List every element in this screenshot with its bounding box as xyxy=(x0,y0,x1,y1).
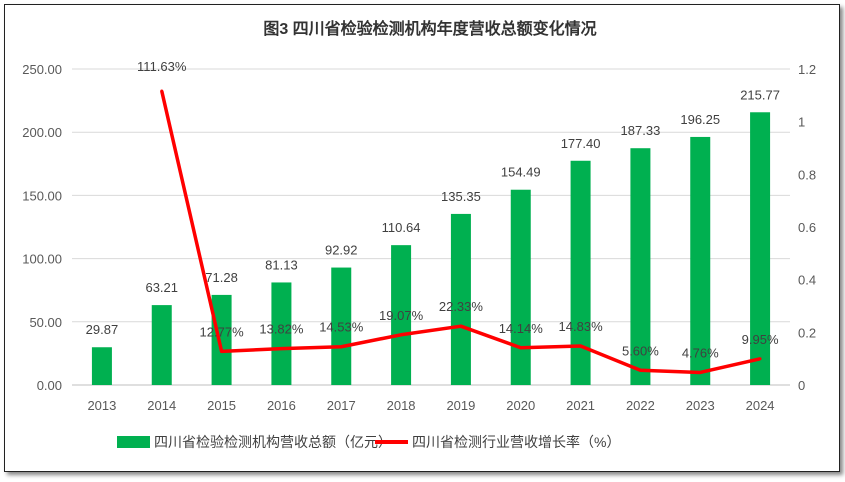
line-point xyxy=(579,344,583,348)
left-tick-label: 150.00 xyxy=(22,188,62,203)
bar-data-label: 29.87 xyxy=(86,322,119,337)
x-tick-label: 2013 xyxy=(87,398,116,413)
bar-data-label: 92.92 xyxy=(325,243,358,258)
right-tick-label: 0.2 xyxy=(798,325,816,340)
bar-data-label: 154.49 xyxy=(501,165,541,180)
bar xyxy=(690,136,711,385)
x-tick-label: 2016 xyxy=(267,398,296,413)
line-point xyxy=(399,333,403,337)
x-tick-label: 2021 xyxy=(566,398,595,413)
right-tick-label: 1.2 xyxy=(798,62,816,77)
line-data-label: 14.14% xyxy=(499,321,544,336)
x-tick-label: 2020 xyxy=(506,398,535,413)
left-tick-label: 250.00 xyxy=(22,62,62,77)
bar xyxy=(510,189,531,385)
line-data-label: 5.60% xyxy=(622,343,659,358)
line-data-label: 14.83% xyxy=(559,319,604,334)
legend-bar-label: 四川省检验检测机构营收总额（亿元） xyxy=(154,434,392,450)
bar xyxy=(211,294,232,385)
line-point xyxy=(638,368,642,372)
bar xyxy=(151,305,172,385)
line-data-label: 22.33% xyxy=(439,299,484,314)
bar xyxy=(570,160,591,385)
bar xyxy=(331,267,352,385)
bar xyxy=(750,112,771,385)
right-tick-label: 0.6 xyxy=(798,220,816,235)
x-tick-label: 2014 xyxy=(147,398,176,413)
x-tick-label: 2024 xyxy=(746,398,775,413)
line-data-label: 4.76% xyxy=(682,345,719,360)
x-tick-label: 2019 xyxy=(446,398,475,413)
left-tick-label: 0.00 xyxy=(37,378,62,393)
bar-data-label: 177.40 xyxy=(561,136,601,151)
line-data-label: 12.77% xyxy=(200,324,245,339)
line-point xyxy=(160,89,164,93)
x-tick-label: 2018 xyxy=(387,398,416,413)
right-tick-label: 0.8 xyxy=(798,167,816,182)
line-point xyxy=(220,349,224,353)
bar xyxy=(391,245,412,385)
bar xyxy=(271,282,292,385)
line-point xyxy=(279,347,283,351)
left-tick-label: 50.00 xyxy=(29,315,62,330)
right-tick-label: 0 xyxy=(798,378,805,393)
bar-data-label: 81.13 xyxy=(265,257,298,272)
line-point xyxy=(459,324,463,328)
line-data-label: 111.63% xyxy=(137,59,187,74)
bar-data-label: 187.33 xyxy=(621,123,661,138)
line-data-label: 9.95% xyxy=(742,332,779,347)
bar xyxy=(450,213,471,385)
bar-data-label: 63.21 xyxy=(145,280,178,295)
line-point xyxy=(758,357,762,361)
legend-line-label: 四川省检测行业营收增长率（%） xyxy=(412,434,620,450)
left-tick-label: 200.00 xyxy=(22,125,62,140)
line-point xyxy=(339,345,343,349)
chart-title: 图3 四川省检验检测机构年度营收总额变化情况 xyxy=(263,19,596,38)
line-point xyxy=(698,370,702,374)
x-tick-label: 2017 xyxy=(327,398,356,413)
x-tick-label: 2015 xyxy=(207,398,236,413)
bar xyxy=(630,148,651,385)
legend-bar-swatch xyxy=(117,436,150,448)
bar-data-label: 71.28 xyxy=(205,270,238,285)
line-data-label: 14.53% xyxy=(319,320,364,335)
x-tick-label: 2022 xyxy=(626,398,655,413)
bar xyxy=(91,347,112,385)
bar-data-label: 215.77 xyxy=(740,87,780,102)
line-point xyxy=(519,346,523,350)
bar-data-label: 110.64 xyxy=(382,220,421,235)
left-tick-label: 100.00 xyxy=(22,252,62,267)
x-tick-label: 2023 xyxy=(686,398,715,413)
legend: 四川省检验检测机构营收总额（亿元） 四川省检测行业营收增长率（%） xyxy=(117,434,620,450)
line-data-label: 19.07% xyxy=(379,308,424,323)
bar-data-label: 196.25 xyxy=(680,112,720,127)
line-data-label: 13.82% xyxy=(259,322,304,337)
right-tick-label: 0.4 xyxy=(798,273,816,288)
right-tick-label: 1 xyxy=(798,115,805,130)
bar-data-label: 135.35 xyxy=(441,189,481,204)
